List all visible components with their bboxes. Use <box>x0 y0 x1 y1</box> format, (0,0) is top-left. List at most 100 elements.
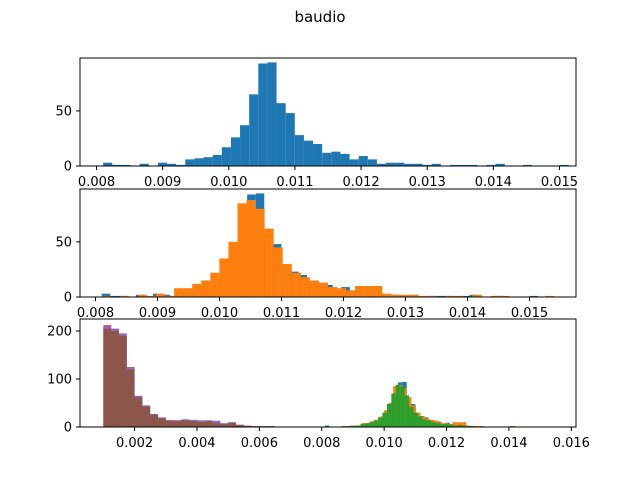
bar <box>457 425 463 427</box>
bar <box>203 157 213 166</box>
bar <box>118 335 127 427</box>
bar <box>364 423 370 427</box>
bar <box>456 422 462 427</box>
bar <box>221 147 231 166</box>
bar <box>219 258 229 297</box>
bar <box>146 295 157 297</box>
bar <box>240 125 250 166</box>
bar <box>328 287 338 297</box>
bar <box>294 135 304 166</box>
x-tick-label: 0.011 <box>276 175 313 190</box>
bar <box>490 295 500 297</box>
series-5 <box>324 384 503 427</box>
bar <box>210 272 220 297</box>
bar <box>427 295 437 297</box>
bars <box>103 62 569 166</box>
bar <box>103 328 112 427</box>
bar <box>376 163 387 166</box>
bar <box>134 397 143 427</box>
bar <box>212 154 222 166</box>
bar <box>409 406 414 427</box>
bar <box>445 295 455 297</box>
bar <box>192 283 202 297</box>
bar <box>176 164 186 166</box>
x-tick-label: 0.004 <box>178 436 215 451</box>
bar <box>468 164 478 166</box>
bar <box>185 159 195 166</box>
bar <box>461 295 470 297</box>
bar <box>165 420 174 427</box>
bar <box>174 288 184 297</box>
bar <box>386 403 392 427</box>
bar <box>313 143 323 166</box>
bar <box>318 282 328 297</box>
bar <box>111 331 119 427</box>
x-tick-label: 0.009 <box>144 175 181 190</box>
bar <box>264 228 274 297</box>
y-tick-label: 200 <box>47 325 72 340</box>
bar <box>545 295 555 297</box>
bar <box>452 422 457 427</box>
bar <box>157 418 166 427</box>
bar <box>404 395 410 427</box>
bar <box>183 288 193 297</box>
bar <box>331 151 341 166</box>
bar <box>165 295 175 297</box>
bar <box>382 293 392 297</box>
bar <box>346 290 356 297</box>
bar <box>386 162 396 166</box>
bar <box>395 384 401 427</box>
bar <box>499 295 510 297</box>
bar <box>201 280 211 297</box>
bar <box>103 162 113 166</box>
bar <box>228 422 236 427</box>
bar <box>282 263 292 297</box>
bar <box>112 164 122 166</box>
bar <box>391 393 396 427</box>
bar <box>142 406 151 427</box>
bar <box>360 424 365 427</box>
x-tick-label: 0.008 <box>77 306 114 321</box>
bar <box>285 113 295 166</box>
bar <box>220 424 229 427</box>
x-tick-label: 0.012 <box>428 436 465 451</box>
bar <box>196 422 205 427</box>
x-tick-label: 0.008 <box>78 175 115 190</box>
bar <box>194 158 204 166</box>
bar <box>255 208 265 297</box>
y-tick-label: 0 <box>64 421 72 436</box>
bar <box>413 412 418 427</box>
series-1 <box>101 200 555 297</box>
bar <box>137 294 147 297</box>
bar <box>431 163 441 166</box>
bar <box>444 424 449 427</box>
bar <box>139 163 149 166</box>
bar <box>559 164 569 166</box>
x-tick-label: 0.014 <box>490 436 527 451</box>
bar <box>448 424 454 427</box>
bar <box>121 164 131 166</box>
bar <box>337 288 347 297</box>
bar <box>431 422 436 427</box>
bar <box>459 164 469 166</box>
bar <box>273 247 283 297</box>
bar <box>418 295 428 297</box>
bar <box>358 156 368 166</box>
bar <box>413 163 423 166</box>
histogram-panel-bottom: 0.002 0.004 0.006 0.008 0.010 0.012 0.014 0.016… <box>47 318 590 451</box>
bar <box>409 294 419 297</box>
bar <box>349 159 359 166</box>
axes-frame <box>79 318 577 428</box>
bar <box>367 159 377 166</box>
bar <box>340 153 350 166</box>
x-tick-label: 0.013 <box>409 175 446 190</box>
subplots: 0.008 0.009 0.010 0.011 0.012 0.013 0.014 0.015… <box>47 57 590 451</box>
bar <box>369 422 374 427</box>
bars <box>101 193 555 297</box>
bar <box>435 423 441 427</box>
bar <box>472 294 482 297</box>
bar <box>212 423 221 427</box>
x-tick-label: 0.002 <box>116 436 153 451</box>
x-tick-label: 0.016 <box>553 436 590 451</box>
